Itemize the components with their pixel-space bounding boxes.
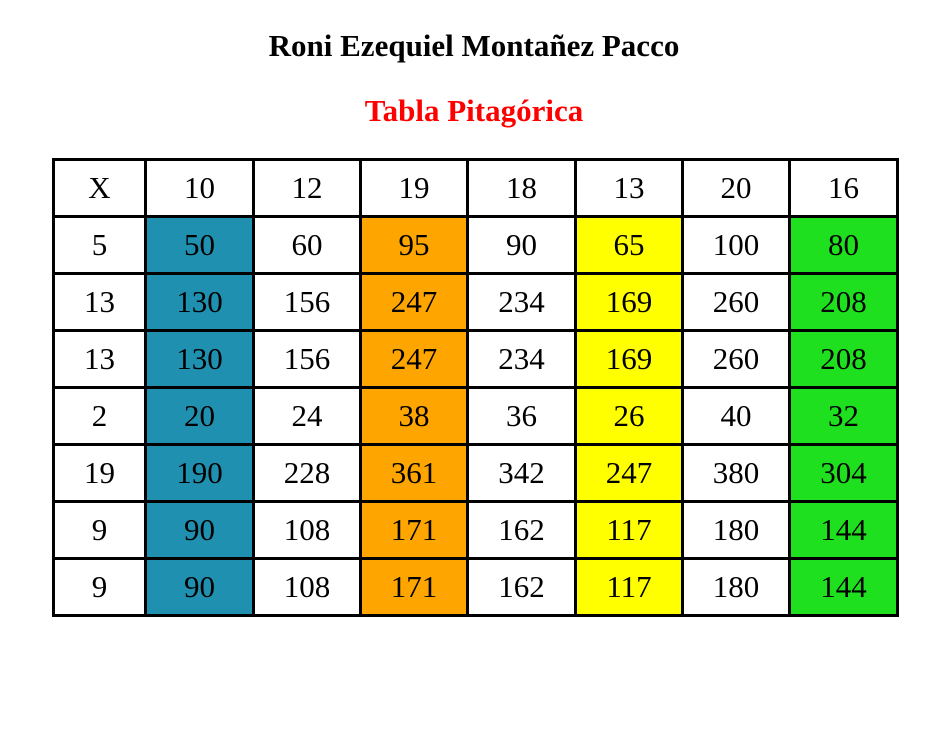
column-header-cell: 10 xyxy=(144,158,255,218)
column-header-cell: 18 xyxy=(466,158,577,218)
product-cell: 234 xyxy=(466,329,577,389)
column-header-cell: 19 xyxy=(359,158,469,218)
product-cell: 32 xyxy=(788,386,899,446)
product-cell: 60 xyxy=(252,215,362,275)
product-cell: 190 xyxy=(144,443,255,503)
row-header-cell: 5 xyxy=(52,215,147,275)
product-cell: 20 xyxy=(144,386,255,446)
header-row: X 10 12 19 18 13 20 16 xyxy=(52,158,899,218)
table-row: 2 20 24 38 36 26 40 32 xyxy=(52,386,899,446)
product-cell: 361 xyxy=(359,443,469,503)
product-cell: 208 xyxy=(788,329,899,389)
product-cell: 40 xyxy=(681,386,791,446)
product-cell: 117 xyxy=(574,500,684,560)
column-header-cell: 12 xyxy=(252,158,362,218)
product-cell: 117 xyxy=(574,557,684,617)
row-header-cell: 9 xyxy=(52,500,147,560)
product-cell: 171 xyxy=(359,500,469,560)
row-header-cell: 9 xyxy=(52,557,147,617)
product-cell: 24 xyxy=(252,386,362,446)
product-cell: 80 xyxy=(788,215,899,275)
product-cell: 130 xyxy=(144,329,255,389)
table-row: 5 50 60 95 90 65 100 80 xyxy=(52,215,899,275)
column-header-cell: 16 xyxy=(788,158,899,218)
product-cell: 36 xyxy=(466,386,577,446)
product-cell: 380 xyxy=(681,443,791,503)
product-cell: 95 xyxy=(359,215,469,275)
product-cell: 260 xyxy=(681,272,791,332)
product-cell: 156 xyxy=(252,329,362,389)
product-cell: 100 xyxy=(681,215,791,275)
product-cell: 90 xyxy=(144,500,255,560)
pythagorean-table: X 10 12 19 18 13 20 16 5 50 60 95 90 65 100 80 13 130 156 2… xyxy=(52,158,899,617)
author-name: Roni Ezequiel Montañez Pacco xyxy=(268,28,680,63)
product-cell: 144 xyxy=(788,557,899,617)
table-row: 9 90 108 171 162 117 180 144 xyxy=(52,500,899,560)
table-row: 13 130 156 247 234 169 260 208 xyxy=(52,272,899,332)
table-row: 13 130 156 247 234 169 260 208 xyxy=(52,329,899,389)
row-header-cell: 13 xyxy=(52,272,147,332)
product-cell: 65 xyxy=(574,215,684,275)
product-cell: 108 xyxy=(252,500,362,560)
product-cell: 144 xyxy=(788,500,899,560)
column-header-cell: 20 xyxy=(681,158,791,218)
column-header-cell: 13 xyxy=(574,158,684,218)
corner-cell: X xyxy=(52,158,147,218)
product-cell: 180 xyxy=(681,557,791,617)
product-cell: 169 xyxy=(574,329,684,389)
product-cell: 208 xyxy=(788,272,899,332)
product-cell: 228 xyxy=(252,443,362,503)
product-cell: 260 xyxy=(681,329,791,389)
product-cell: 304 xyxy=(788,443,899,503)
product-cell: 162 xyxy=(466,557,577,617)
product-cell: 342 xyxy=(466,443,577,503)
table-row: 19 190 228 361 342 247 380 304 xyxy=(52,443,899,503)
product-cell: 247 xyxy=(574,443,684,503)
product-cell: 247 xyxy=(359,272,469,332)
product-cell: 234 xyxy=(466,272,577,332)
product-cell: 38 xyxy=(359,386,469,446)
product-cell: 180 xyxy=(681,500,791,560)
row-header-cell: 13 xyxy=(52,329,147,389)
product-cell: 90 xyxy=(466,215,577,275)
product-cell: 247 xyxy=(359,329,469,389)
product-cell: 26 xyxy=(574,386,684,446)
row-header-cell: 2 xyxy=(52,386,147,446)
product-cell: 156 xyxy=(252,272,362,332)
product-cell: 162 xyxy=(466,500,577,560)
product-cell: 171 xyxy=(359,557,469,617)
product-cell: 50 xyxy=(144,215,255,275)
product-cell: 108 xyxy=(252,557,362,617)
row-header-cell: 19 xyxy=(52,443,147,503)
table-row: 9 90 108 171 162 117 180 144 xyxy=(52,557,899,617)
product-cell: 169 xyxy=(574,272,684,332)
product-cell: 90 xyxy=(144,557,255,617)
product-cell: 130 xyxy=(144,272,255,332)
page-title: Tabla Pitagórica xyxy=(364,93,584,128)
